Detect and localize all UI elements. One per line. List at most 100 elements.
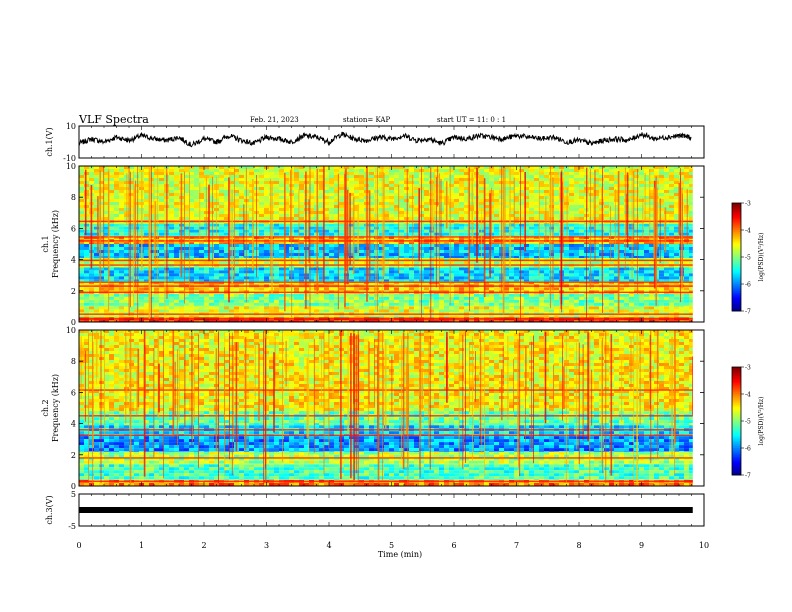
- colorbar-swatch: [732, 437, 741, 440]
- colorbar-swatch: [732, 251, 741, 254]
- colorbar-swatch: [732, 276, 741, 279]
- colorbar-swatch: [732, 424, 741, 427]
- ch1-waveform-panel: 10 -10 ch.1(V): [45, 122, 705, 163]
- x-tick-label: 0: [76, 541, 81, 550]
- colorbar-swatch: [732, 417, 741, 420]
- colorbar-swatch: [732, 215, 741, 218]
- spectrogram-band: [79, 317, 693, 322]
- colorbar-tick-label: -6: [745, 446, 751, 453]
- colorbar-swatch: [732, 257, 741, 260]
- colorbar-swatch: [732, 469, 741, 472]
- colorbar-swatch: [732, 394, 741, 397]
- colorbar-swatch: [732, 287, 741, 290]
- colorbar-swatch: [732, 230, 741, 233]
- colorbar-swatch: [732, 217, 741, 220]
- colorbar-swatch: [732, 282, 741, 285]
- y-tick-label: 0: [71, 482, 76, 491]
- y-tick-label: 10: [66, 326, 76, 335]
- colorbar-swatch: [732, 271, 741, 274]
- spectrogram-band: [79, 436, 693, 452]
- colorbar-swatch: [732, 446, 741, 449]
- colorbar-swatch: [732, 379, 741, 382]
- panel-frame: [78, 125, 705, 159]
- colorbar-swatch: [732, 460, 741, 463]
- y-axis-label: Frequency (kHz): [51, 374, 60, 442]
- sferic-streaks: [80, 330, 693, 486]
- colorbar-swatch: [732, 213, 741, 216]
- ch3-waveform-panel: 5 -5 ch.3(V): [45, 490, 705, 531]
- colorbar-swatch: [732, 258, 741, 261]
- colorbar-swatch: [732, 249, 741, 252]
- colorbar-swatch: [732, 300, 741, 303]
- colorbar-swatch: [732, 376, 741, 379]
- colorbar-swatch: [732, 413, 741, 416]
- colorbar-swatch: [732, 444, 741, 447]
- colorbar-swatch: [732, 370, 741, 373]
- colorbar-swatch: [732, 422, 741, 425]
- colorbar-swatch: [732, 235, 741, 238]
- colorbar-swatch: [732, 435, 741, 438]
- colorbar-tick-label: -4: [745, 392, 751, 399]
- colorbar-swatch: [732, 212, 741, 215]
- colorbar-tick-label: -5: [745, 255, 751, 262]
- y-tick-label: -5: [68, 522, 76, 531]
- colorbar-swatch: [732, 374, 741, 377]
- colorbar-swatch: [732, 426, 741, 429]
- colorbar-swatch: [732, 367, 741, 370]
- colorbar-swatch: [732, 388, 741, 391]
- colorbar-swatch: [732, 386, 741, 389]
- spectrogram-band: [79, 330, 693, 412]
- ch1-colorbar: -3 -4 -5 -6 -7 log(PSD)(V²/Hz): [731, 201, 765, 316]
- y-axis-label: ch.3(V): [45, 495, 54, 524]
- y-tick-label: 8: [71, 193, 76, 202]
- colorbar-swatch: [732, 228, 741, 231]
- colorbar-label: log(PSD)(V²/Hz): [758, 397, 765, 446]
- spectrogram-band: [79, 244, 693, 258]
- colorbar-swatch: [732, 448, 741, 451]
- colorbar-swatch: [732, 302, 741, 305]
- colorbar-swatch: [732, 408, 741, 411]
- colorbar-swatch: [732, 453, 741, 456]
- y-axis-label: ch.1(V): [45, 127, 54, 156]
- y-tick-label: 4: [71, 256, 76, 265]
- colorbar-swatch: [732, 204, 741, 207]
- spectrogram-band: [79, 464, 693, 480]
- colorbar-swatch: [732, 467, 741, 470]
- colorbar-swatch: [732, 381, 741, 384]
- spectrogram-band: [79, 293, 693, 307]
- colorbar-swatch: [732, 269, 741, 272]
- y-tick-label: 10: [66, 122, 76, 131]
- colorbar-tick-label: -3: [745, 201, 751, 208]
- colorbar-swatch: [732, 273, 741, 276]
- colorbar-swatch: [732, 473, 741, 476]
- colorbar-swatch: [732, 392, 741, 395]
- y-tick-label: 4: [71, 420, 76, 429]
- colorbar-swatch: [732, 284, 741, 287]
- spectrogram-band: [79, 223, 693, 237]
- colorbar-swatch: [732, 298, 741, 301]
- colorbar-swatch: [732, 404, 741, 407]
- y-tick-label: 8: [71, 357, 76, 366]
- x-tick-label: 10: [699, 541, 709, 550]
- x-tick-label: 6: [451, 541, 456, 550]
- colorbar-swatch: [732, 462, 741, 465]
- spectrogram-band: [79, 258, 693, 268]
- colorbar-swatch: [732, 233, 741, 236]
- colorbar-swatch: [732, 395, 741, 398]
- colorbar-swatch: [732, 246, 741, 249]
- colorbar-swatch: [732, 451, 741, 454]
- x-tick-label: 7: [514, 541, 519, 550]
- colorbar-swatch: [732, 208, 741, 211]
- start-time-label: start UT = 11: 0 : 1: [437, 116, 506, 124]
- colorbar-swatch: [732, 390, 741, 393]
- colorbar-tick-label: -7: [745, 473, 751, 480]
- colorbar-swatch: [732, 412, 741, 415]
- colorbar-swatch: [732, 457, 741, 460]
- colorbar-swatch: [732, 368, 741, 371]
- colorbar-swatch: [732, 275, 741, 278]
- time-axis: Time (min) 0 1 2 3 4 5 6 7 8 9 10: [76, 541, 709, 559]
- colorbar-swatch: [732, 224, 741, 227]
- colorbar-swatch: [732, 296, 741, 299]
- colorbar-swatch: [732, 267, 741, 270]
- colorbar-swatch: [732, 385, 741, 388]
